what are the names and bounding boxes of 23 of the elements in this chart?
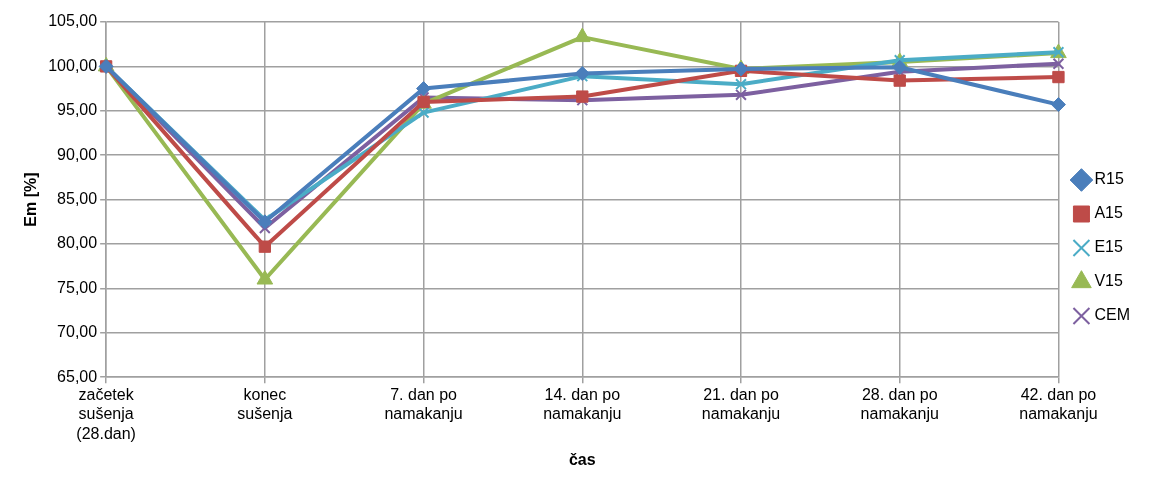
x-tick-label: 21. dan po namakanju: [701, 386, 781, 423]
legend-label: E15: [1094, 238, 1124, 256]
y-tick-label: 90,00: [57, 145, 98, 163]
x-tick-label: 14. dan po namakanju: [543, 386, 622, 423]
x-tick-label: 7. dan po namakanju: [384, 386, 463, 423]
legend-label: CEM: [1094, 306, 1131, 324]
legend-label: A15: [1094, 204, 1124, 222]
y-tick-label: 85,00: [57, 190, 98, 208]
y-tick-label: 70,00: [57, 323, 98, 341]
y-tick-label: 100,00: [48, 56, 98, 74]
x-tick-label: konec sušenja: [237, 386, 293, 423]
x-tick-label: 42. dan po namakanju: [1019, 386, 1098, 423]
legend-label: R15: [1094, 170, 1124, 188]
x-tick-label: začetek sušenja (28.dan): [76, 386, 136, 442]
legend-label: V15: [1094, 272, 1124, 290]
y-axis-title: Em [%]: [22, 172, 40, 227]
x-tick-label: 28. dan po namakanju: [860, 386, 939, 423]
y-tick-label: 80,00: [57, 234, 98, 252]
y-tick-label: 95,00: [57, 101, 98, 119]
x-axis-title: čas: [568, 450, 596, 468]
y-tick-label: 75,00: [57, 278, 98, 296]
y-tick-label: 105,00: [48, 12, 98, 30]
y-tick-label: 65,00: [57, 367, 98, 385]
